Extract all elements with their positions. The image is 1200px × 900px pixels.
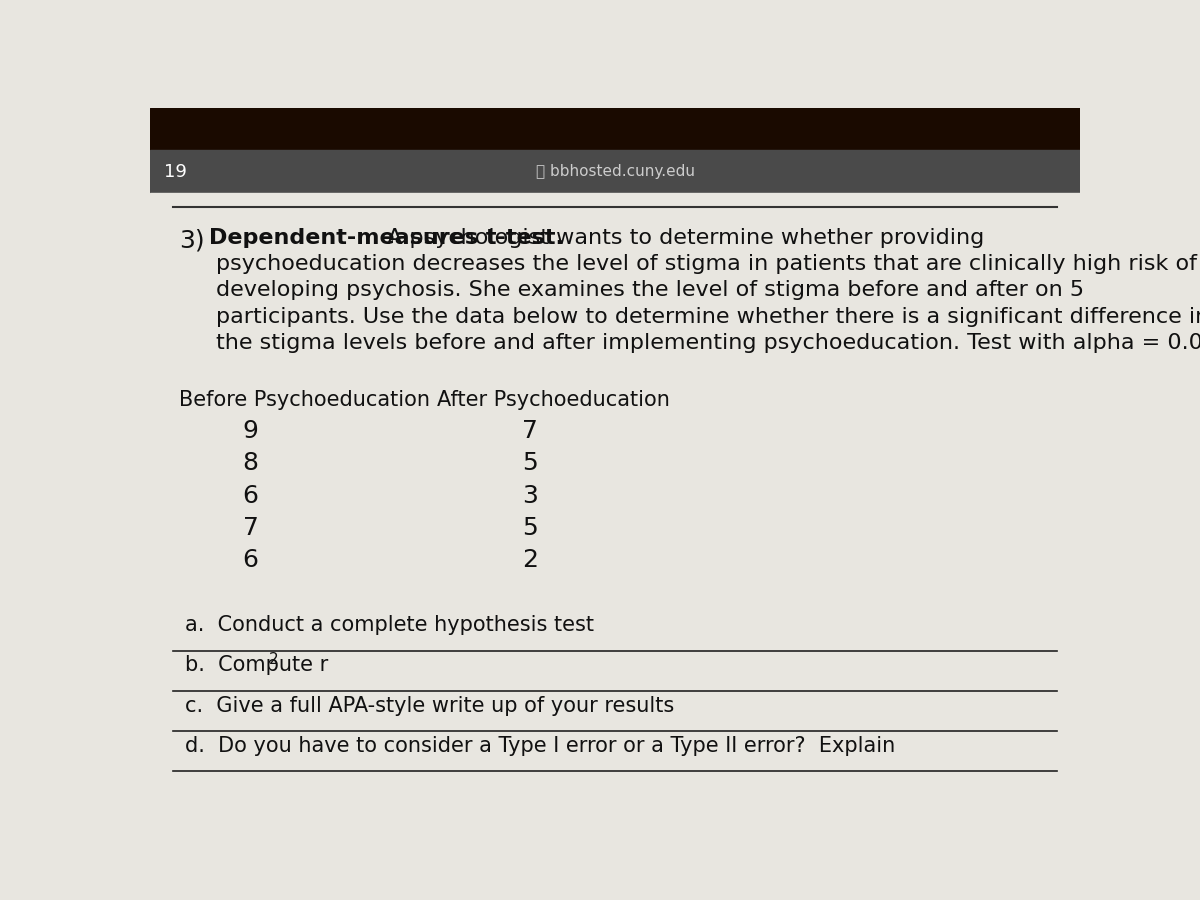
- Text: 5: 5: [522, 452, 538, 475]
- Text: 3): 3): [180, 228, 205, 252]
- Text: 7: 7: [522, 419, 538, 443]
- Text: a.  Conduct a complete hypothesis test: a. Conduct a complete hypothesis test: [185, 616, 594, 635]
- Text: After Psychoeducation: After Psychoeducation: [437, 390, 670, 410]
- Text: psychoeducation decreases the level of stigma in patients that are clinically hi: psychoeducation decreases the level of s…: [216, 255, 1196, 274]
- Text: the stigma levels before and after implementing psychoeducation. Test with alpha: the stigma levels before and after imple…: [216, 333, 1200, 353]
- Text: d.  Do you have to consider a Type I error or a Type II error?  Explain: d. Do you have to consider a Type I erro…: [185, 735, 895, 756]
- Text: Before Psychoeducation: Before Psychoeducation: [180, 390, 431, 410]
- Text: 5: 5: [522, 516, 538, 540]
- Text: developing psychosis. She examines the level of stigma before and after on 5: developing psychosis. She examines the l…: [216, 281, 1084, 301]
- Text: b.  Compute r: b. Compute r: [185, 655, 328, 676]
- Text: 2: 2: [522, 548, 538, 572]
- Text: 6: 6: [242, 484, 259, 508]
- Text: ⚿ bbhosted.cuny.edu: ⚿ bbhosted.cuny.edu: [535, 164, 695, 179]
- Text: c.  Give a full APA-style write up of your results: c. Give a full APA-style write up of you…: [185, 696, 674, 716]
- Text: participants. Use the data below to determine whether there is a significant dif: participants. Use the data below to dete…: [216, 307, 1200, 327]
- Text: 7: 7: [242, 516, 259, 540]
- Bar: [150, 193, 1080, 801]
- Text: 8: 8: [242, 452, 259, 475]
- Text: A psychologist wants to determine whether providing: A psychologist wants to determine whethe…: [380, 228, 984, 248]
- Bar: [150, 150, 1080, 193]
- Text: 9: 9: [242, 419, 259, 443]
- Text: 6: 6: [242, 548, 259, 572]
- Text: 19: 19: [164, 163, 187, 181]
- Text: Dependent-measures t-test.: Dependent-measures t-test.: [209, 228, 564, 248]
- Text: 3: 3: [522, 484, 538, 508]
- Text: 2: 2: [269, 652, 278, 667]
- Bar: [150, 108, 1080, 150]
